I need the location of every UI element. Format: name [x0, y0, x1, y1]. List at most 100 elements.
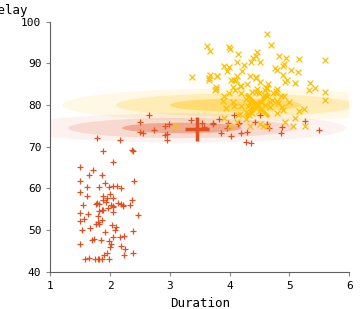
- Point: [211, 121, 216, 125]
- Point: [224, 68, 230, 73]
- Point: [252, 120, 258, 125]
- Point: [238, 83, 244, 88]
- Ellipse shape: [122, 123, 242, 133]
- Point: [151, 127, 157, 132]
- Point: [228, 133, 233, 138]
- Point: [129, 148, 135, 153]
- Point: [243, 96, 248, 101]
- Point: [224, 125, 230, 130]
- Ellipse shape: [170, 99, 301, 111]
- Point: [96, 257, 102, 262]
- Point: [265, 81, 271, 86]
- Point: [189, 75, 195, 80]
- Point: [106, 185, 112, 190]
- Point: [254, 50, 260, 55]
- Ellipse shape: [116, 94, 355, 116]
- Point: [252, 100, 257, 105]
- Point: [226, 90, 232, 95]
- Point: [87, 225, 93, 230]
- Point: [92, 257, 98, 262]
- Point: [262, 103, 267, 108]
- Point: [231, 113, 237, 118]
- Point: [99, 218, 105, 222]
- Point: [130, 149, 136, 154]
- Point: [234, 120, 240, 125]
- Point: [280, 108, 285, 112]
- Point: [235, 51, 241, 56]
- Point: [221, 93, 226, 98]
- Point: [288, 68, 293, 73]
- Point: [267, 104, 273, 109]
- Point: [238, 104, 243, 109]
- Point: [113, 228, 118, 233]
- Point: [122, 252, 127, 257]
- Point: [268, 42, 274, 47]
- Point: [248, 59, 254, 64]
- Point: [100, 197, 106, 202]
- Point: [130, 229, 135, 234]
- Point: [231, 104, 237, 108]
- Point: [237, 83, 243, 88]
- Point: [207, 72, 213, 77]
- Point: [77, 211, 83, 216]
- Point: [241, 62, 247, 67]
- Point: [228, 77, 233, 82]
- Point: [260, 124, 266, 129]
- Point: [122, 247, 128, 252]
- Point: [110, 205, 116, 210]
- Point: [264, 121, 270, 126]
- Point: [164, 131, 170, 136]
- Point: [221, 63, 227, 68]
- Point: [280, 63, 286, 68]
- Point: [94, 201, 100, 206]
- Point: [95, 214, 101, 218]
- Point: [262, 87, 267, 92]
- Point: [243, 117, 249, 122]
- Point: [204, 43, 210, 48]
- Point: [106, 257, 112, 262]
- Point: [230, 99, 236, 104]
- Point: [264, 94, 270, 99]
- Point: [323, 97, 328, 102]
- Point: [223, 105, 229, 110]
- Point: [292, 116, 298, 121]
- Point: [77, 179, 83, 184]
- Point: [84, 194, 90, 199]
- Point: [118, 186, 124, 191]
- Point: [108, 192, 113, 197]
- Point: [290, 124, 296, 129]
- Point: [118, 201, 123, 206]
- Point: [226, 45, 232, 50]
- Point: [162, 133, 167, 138]
- Point: [100, 148, 106, 153]
- Point: [232, 88, 238, 93]
- Point: [137, 119, 143, 124]
- Point: [254, 103, 260, 108]
- Point: [246, 104, 251, 109]
- Point: [316, 128, 322, 133]
- Point: [91, 236, 96, 241]
- Point: [323, 90, 328, 95]
- Point: [266, 125, 272, 130]
- Point: [131, 179, 136, 184]
- Point: [188, 117, 194, 122]
- Point: [94, 201, 99, 206]
- Point: [257, 59, 263, 64]
- Point: [253, 89, 259, 94]
- Point: [95, 257, 101, 262]
- Point: [230, 84, 236, 89]
- Point: [110, 195, 116, 200]
- Point: [302, 118, 307, 123]
- Point: [253, 54, 259, 59]
- Point: [100, 208, 106, 213]
- Point: [234, 60, 240, 65]
- Point: [96, 201, 102, 206]
- Point: [77, 164, 83, 169]
- Point: [274, 110, 280, 115]
- Point: [249, 110, 255, 115]
- Point: [231, 78, 237, 83]
- Point: [102, 230, 108, 235]
- Point: [312, 86, 318, 91]
- Point: [276, 54, 282, 59]
- Point: [96, 219, 102, 224]
